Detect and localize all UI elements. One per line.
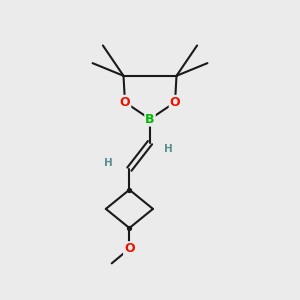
- Text: H: H: [104, 158, 113, 168]
- Text: O: O: [120, 96, 130, 109]
- Text: B: B: [145, 112, 155, 126]
- Text: O: O: [170, 96, 180, 109]
- Text: H: H: [164, 143, 172, 154]
- Text: O: O: [124, 242, 135, 255]
